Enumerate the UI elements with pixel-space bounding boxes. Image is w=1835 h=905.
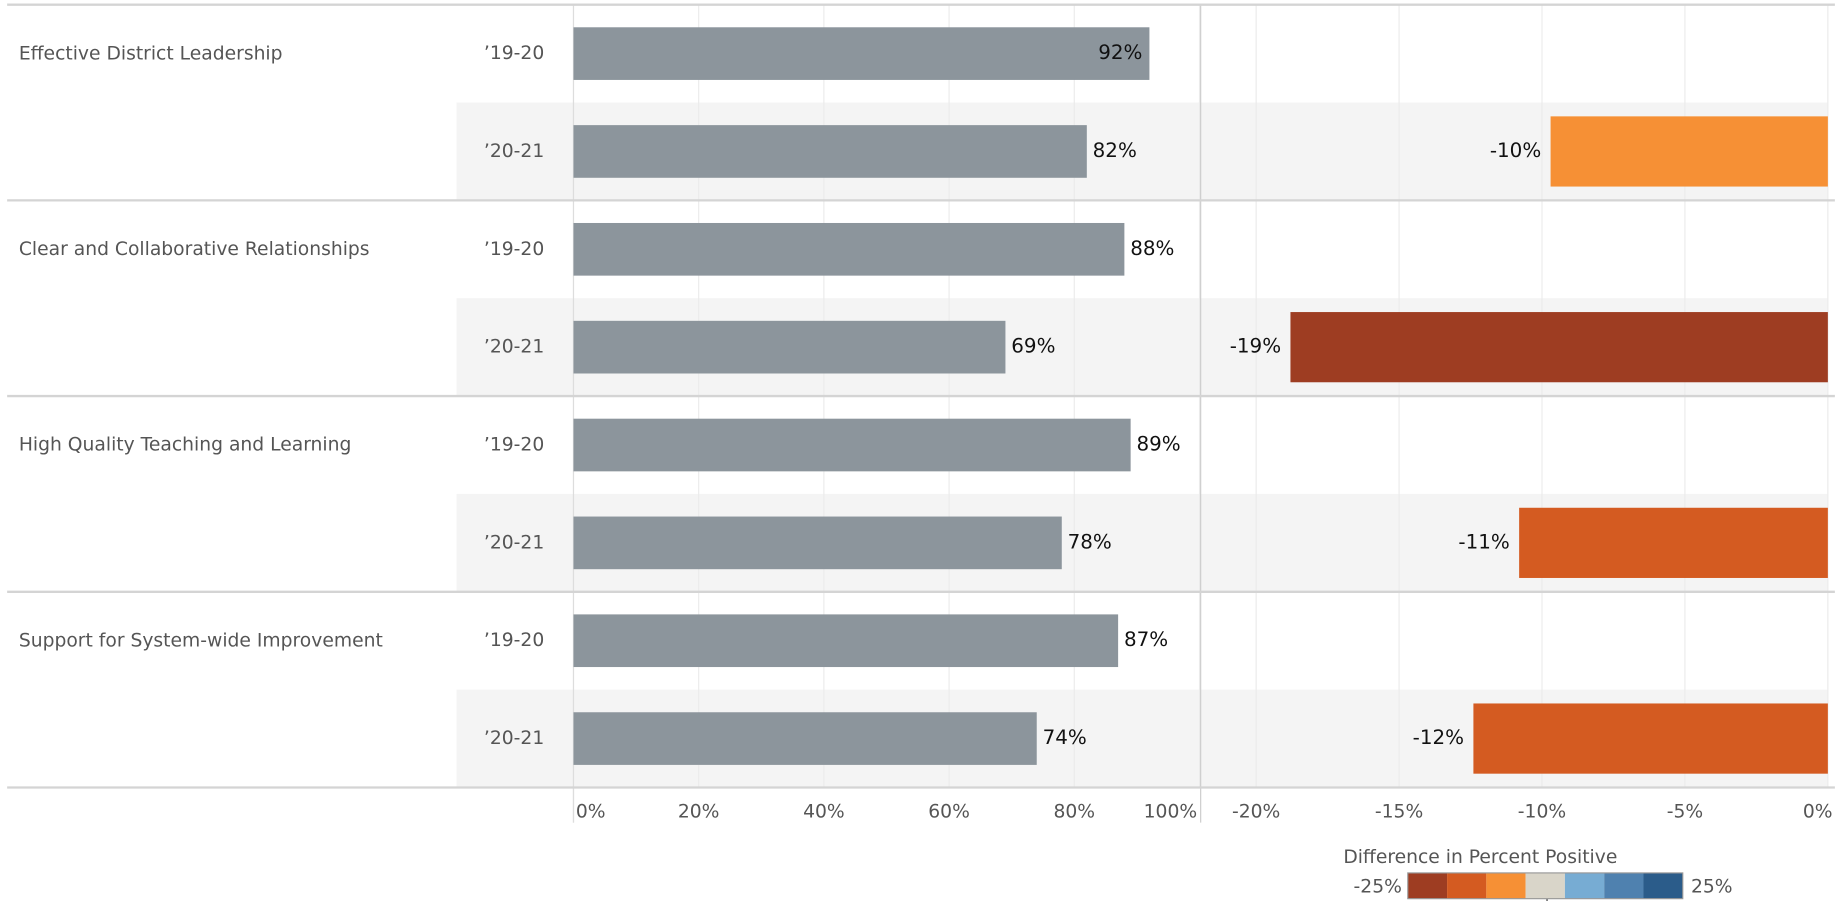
bar xyxy=(573,320,1006,374)
category-label: Effective District Leadership xyxy=(19,43,283,64)
difference-bar xyxy=(1550,116,1828,187)
period-label: ’20-21 xyxy=(484,141,544,162)
bar xyxy=(573,27,1150,80)
legend-swatch xyxy=(1525,872,1565,899)
legend-title: Difference in Percent Positive xyxy=(1343,847,1617,868)
value-label: 89% xyxy=(1136,433,1180,456)
bar xyxy=(573,516,1062,570)
bar xyxy=(573,125,1087,178)
period-label: ’19-20 xyxy=(484,43,544,64)
x-tick-label: 80% xyxy=(1053,802,1095,823)
bar xyxy=(573,614,1119,668)
category-label: High Quality Teaching and Learning xyxy=(19,435,352,456)
x-tick-label: 0% xyxy=(1803,802,1833,823)
legend-swatch xyxy=(1604,872,1644,899)
value-label: 78% xyxy=(1068,530,1112,553)
period-label: ’20-21 xyxy=(484,337,544,358)
legend-min-label: -25% xyxy=(1354,876,1402,897)
difference-label: -12% xyxy=(1413,726,1464,749)
difference-bar xyxy=(1519,507,1828,578)
x-tick-label: 40% xyxy=(803,802,845,823)
legend-swatch xyxy=(1564,872,1605,899)
x-tick-label: 100% xyxy=(1144,802,1198,823)
period-label: ’19-20 xyxy=(484,630,544,651)
x-tick-label: 20% xyxy=(678,802,720,823)
difference-label: -10% xyxy=(1490,139,1541,162)
value-label: 82% xyxy=(1093,139,1137,162)
category-label: Support for System-wide Improvement xyxy=(19,630,383,651)
value-label: 92% xyxy=(1098,41,1142,64)
value-label: 69% xyxy=(1011,335,1055,358)
period-label: ’20-21 xyxy=(484,532,544,553)
x-tick-label: 60% xyxy=(928,802,970,823)
difference-bar xyxy=(1290,312,1828,383)
category-label: Clear and Collaborative Relationships xyxy=(19,239,370,260)
period-label: ’19-20 xyxy=(484,435,544,456)
legend-swatch xyxy=(1407,872,1448,899)
value-label: 87% xyxy=(1124,628,1168,651)
bar xyxy=(573,712,1037,765)
x-tick-label: -15% xyxy=(1375,802,1423,823)
bar xyxy=(573,418,1131,472)
legend-swatch xyxy=(1643,872,1683,899)
legend-swatch xyxy=(1486,872,1526,899)
x-tick-label: -10% xyxy=(1518,802,1566,823)
difference-label: -19% xyxy=(1230,335,1281,358)
legend-frame xyxy=(1407,872,1684,900)
x-tick-label: -5% xyxy=(1667,802,1703,823)
difference-bar xyxy=(1473,703,1828,774)
period-label: ’20-21 xyxy=(484,728,544,749)
bar xyxy=(573,222,1125,276)
legend-swatch xyxy=(1447,872,1487,899)
period-label: ’19-20 xyxy=(484,239,544,260)
legend-max-label: 25% xyxy=(1691,876,1733,897)
difference-label: -11% xyxy=(1458,530,1509,553)
value-label: 74% xyxy=(1043,726,1087,749)
value-label: 88% xyxy=(1130,237,1174,260)
color-legend: Difference in Percent Positive -25% 25% xyxy=(1343,847,1733,901)
x-tick-label: -20% xyxy=(1232,802,1280,823)
x-tick-label: 0% xyxy=(576,802,606,823)
